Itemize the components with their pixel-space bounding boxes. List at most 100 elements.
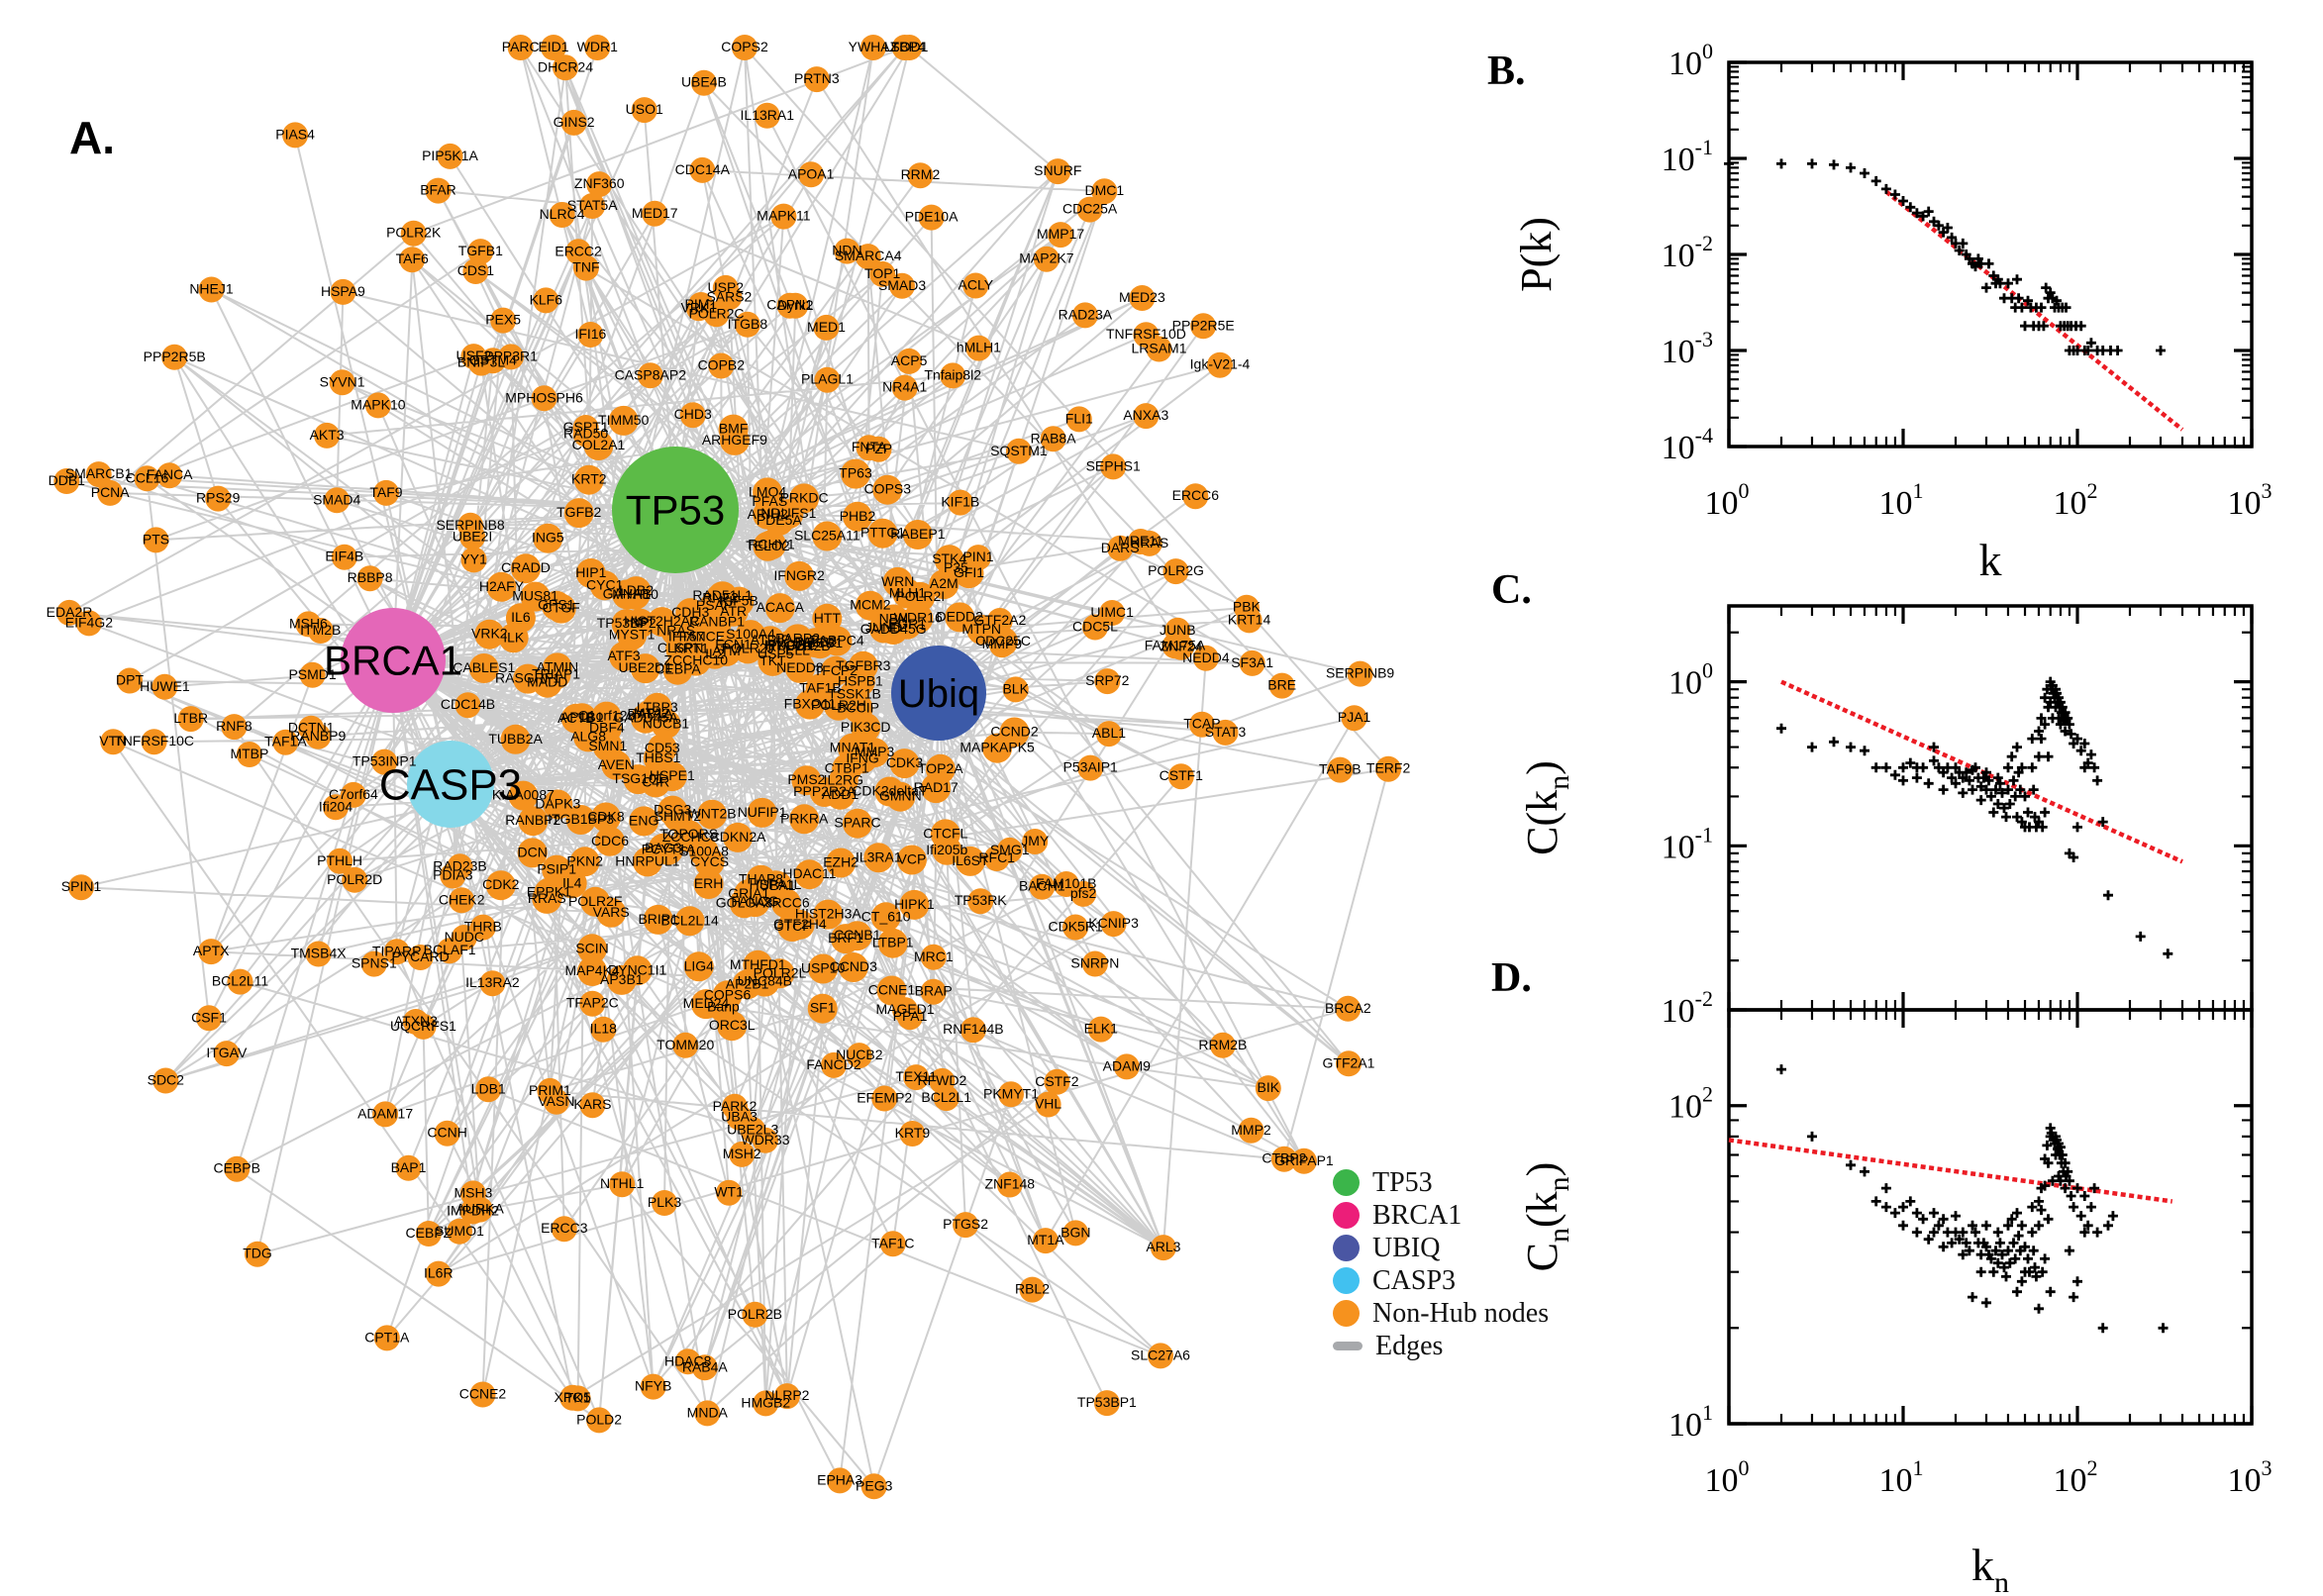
svg-text:SQSTM1: SQSTM1 bbox=[990, 443, 1048, 458]
svg-text:RRM2B: RRM2B bbox=[1198, 1037, 1247, 1052]
panel-d-plot: 102 101 100 101 102 103 kn Cn(kn) bbox=[1518, 1008, 2272, 1596]
svg-text:P(k): P(k) bbox=[1512, 217, 1561, 292]
svg-text:IL13RA2: IL13RA2 bbox=[465, 974, 520, 990]
svg-text:A2M: A2M bbox=[930, 575, 959, 591]
svg-text:NEDD8: NEDD8 bbox=[776, 659, 824, 675]
svg-text:TAF1B: TAF1B bbox=[799, 679, 842, 695]
svg-text:WT1: WT1 bbox=[714, 1184, 744, 1200]
svg-text:ATR: ATR bbox=[720, 603, 747, 619]
svg-text:Ifi205b: Ifi205b bbox=[926, 842, 967, 857]
svg-text:TP53RK: TP53RK bbox=[955, 892, 1008, 908]
svg-text:103: 103 bbox=[2228, 1455, 2272, 1499]
svg-text:KRT2: KRT2 bbox=[571, 471, 607, 487]
svg-text:SMAD4: SMAD4 bbox=[313, 491, 360, 507]
svg-text:PKN2: PKN2 bbox=[566, 852, 603, 868]
svg-text:CDC14A: CDC14A bbox=[675, 161, 731, 177]
svg-text:CTBP2: CTBP2 bbox=[1262, 1150, 1306, 1166]
svg-text:SEPHS1: SEPHS1 bbox=[1086, 457, 1141, 473]
svg-text:HIP1: HIP1 bbox=[575, 564, 606, 580]
svg-text:100: 100 bbox=[1705, 1455, 1750, 1499]
svg-text:MAPKAPK5: MAPKAPK5 bbox=[960, 740, 1035, 755]
svg-text:KARS: KARS bbox=[573, 1096, 611, 1112]
svg-text:BCL2L14: BCL2L14 bbox=[660, 912, 719, 928]
svg-text:THRB: THRB bbox=[464, 919, 502, 935]
node-swatch-icon bbox=[1333, 1300, 1360, 1327]
svg-text:RRM2: RRM2 bbox=[901, 166, 941, 182]
svg-text:GTF2H4: GTF2H4 bbox=[773, 916, 827, 932]
svg-text:IL18: IL18 bbox=[590, 1021, 617, 1037]
svg-text:PRIM1: PRIM1 bbox=[529, 1082, 571, 1098]
svg-text:NUDC: NUDC bbox=[445, 929, 484, 945]
svg-text:POLR2G: POLR2G bbox=[1148, 562, 1204, 578]
svg-text:ACTB: ACTB bbox=[557, 710, 594, 726]
svg-text:IL6: IL6 bbox=[511, 609, 531, 625]
svg-text:GADD45G: GADD45G bbox=[860, 621, 927, 637]
svg-text:DAPK3: DAPK3 bbox=[535, 796, 580, 812]
svg-text:TNFRSF10D: TNFRSF10D bbox=[1106, 326, 1186, 342]
svg-text:CDK2deltaT: CDK2deltaT bbox=[852, 783, 928, 799]
svg-text:PIK3CD: PIK3CD bbox=[841, 719, 891, 735]
svg-text:PCYT1A: PCYT1A bbox=[642, 842, 696, 857]
svg-text:SYVN1: SYVN1 bbox=[320, 373, 365, 389]
svg-text:UBE4B: UBE4B bbox=[681, 74, 727, 90]
svg-text:PRKRA: PRKRA bbox=[780, 810, 829, 826]
svg-text:FANCG: FANCG bbox=[731, 893, 778, 909]
svg-text:IFNGR2: IFNGR2 bbox=[773, 567, 825, 583]
svg-text:COPB2: COPB2 bbox=[698, 357, 746, 373]
hub-label-casp3: CASP3 bbox=[379, 760, 522, 809]
svg-text:PFAS: PFAS bbox=[752, 493, 787, 509]
svg-text:LMO4: LMO4 bbox=[749, 483, 786, 499]
svg-text:CCNH: CCNH bbox=[427, 1125, 466, 1141]
svg-text:100: 100 bbox=[1668, 658, 1713, 702]
svg-text:IFT57: IFT57 bbox=[668, 628, 705, 644]
svg-text:GTF2A2: GTF2A2 bbox=[973, 612, 1026, 628]
svg-text:POLR2J: POLR2J bbox=[722, 640, 774, 655]
svg-text:Tnfaip8l2: Tnfaip8l2 bbox=[924, 366, 981, 382]
svg-text:ZCCHC8: ZCCHC8 bbox=[662, 829, 719, 845]
svg-text:KIF1B: KIF1B bbox=[941, 494, 979, 510]
svg-text:KRT9: KRT9 bbox=[895, 1125, 931, 1141]
svg-text:Cn(kn): Cn(kn) bbox=[1518, 1162, 1575, 1272]
svg-text:LTBP4: LTBP4 bbox=[884, 39, 926, 54]
svg-text:KRT1: KRT1 bbox=[673, 640, 709, 655]
svg-text:UBE2L3: UBE2L3 bbox=[727, 1121, 778, 1137]
svg-text:SMARCB1: SMARCB1 bbox=[65, 465, 133, 481]
svg-text:CDK3: CDK3 bbox=[886, 754, 924, 770]
svg-text:SHMT2: SHMT2 bbox=[655, 808, 702, 824]
svg-text:ZCCHC10: ZCCHC10 bbox=[664, 652, 729, 668]
svg-text:PRTN3: PRTN3 bbox=[794, 70, 840, 86]
svg-text:PRKDC: PRKDC bbox=[780, 489, 829, 505]
svg-text:RAD23B: RAD23B bbox=[433, 857, 486, 873]
svg-text:GMNN: GMNN bbox=[879, 788, 922, 804]
svg-text:POLR2K: POLR2K bbox=[386, 225, 442, 241]
svg-text:Igk-V21-4: Igk-V21-4 bbox=[1190, 356, 1251, 372]
svg-text:FBXO11: FBXO11 bbox=[784, 696, 837, 712]
svg-text:DARS: DARS bbox=[1101, 540, 1140, 555]
hub-brca1 bbox=[341, 608, 446, 713]
svg-text:ABCB1: ABCB1 bbox=[797, 635, 843, 650]
svg-text:PTS: PTS bbox=[143, 531, 169, 547]
svg-text:ING5: ING5 bbox=[532, 530, 564, 546]
svg-text:10-1: 10-1 bbox=[1662, 135, 1713, 178]
svg-text:CLSPN: CLSPN bbox=[657, 640, 704, 655]
svg-text:PIN1: PIN1 bbox=[962, 549, 993, 564]
svg-text:DYNC1I1: DYNC1I1 bbox=[608, 961, 666, 977]
svg-text:FLI1: FLI1 bbox=[1065, 410, 1093, 426]
svg-text:HSPA9: HSPA9 bbox=[321, 283, 365, 299]
svg-text:MTA2: MTA2 bbox=[634, 705, 670, 721]
svg-text:MTHFD1: MTHFD1 bbox=[730, 956, 786, 972]
svg-text:CDK2: CDK2 bbox=[482, 876, 520, 892]
svg-text:KRT14: KRT14 bbox=[1228, 611, 1271, 627]
svg-text:PLAGL1: PLAGL1 bbox=[801, 371, 854, 387]
svg-text:ZNF148: ZNF148 bbox=[985, 1176, 1036, 1192]
hub-casp3 bbox=[407, 741, 494, 828]
svg-text:COL2A1: COL2A1 bbox=[572, 437, 626, 452]
svg-text:101: 101 bbox=[1879, 1455, 1924, 1499]
panel-b-plot: 100 10-1 10-2 10-3 10-4 100 101 102 103 k P(k) bbox=[1512, 39, 2272, 585]
svg-text:UIMC1: UIMC1 bbox=[1090, 604, 1134, 620]
svg-text:JUNB: JUNB bbox=[1160, 622, 1196, 638]
node-swatch-icon bbox=[1333, 1202, 1360, 1229]
svg-text:CDC25A: CDC25A bbox=[1062, 201, 1118, 217]
svg-text:THAP8: THAP8 bbox=[739, 871, 783, 887]
svg-text:EPHA3: EPHA3 bbox=[817, 1471, 862, 1487]
